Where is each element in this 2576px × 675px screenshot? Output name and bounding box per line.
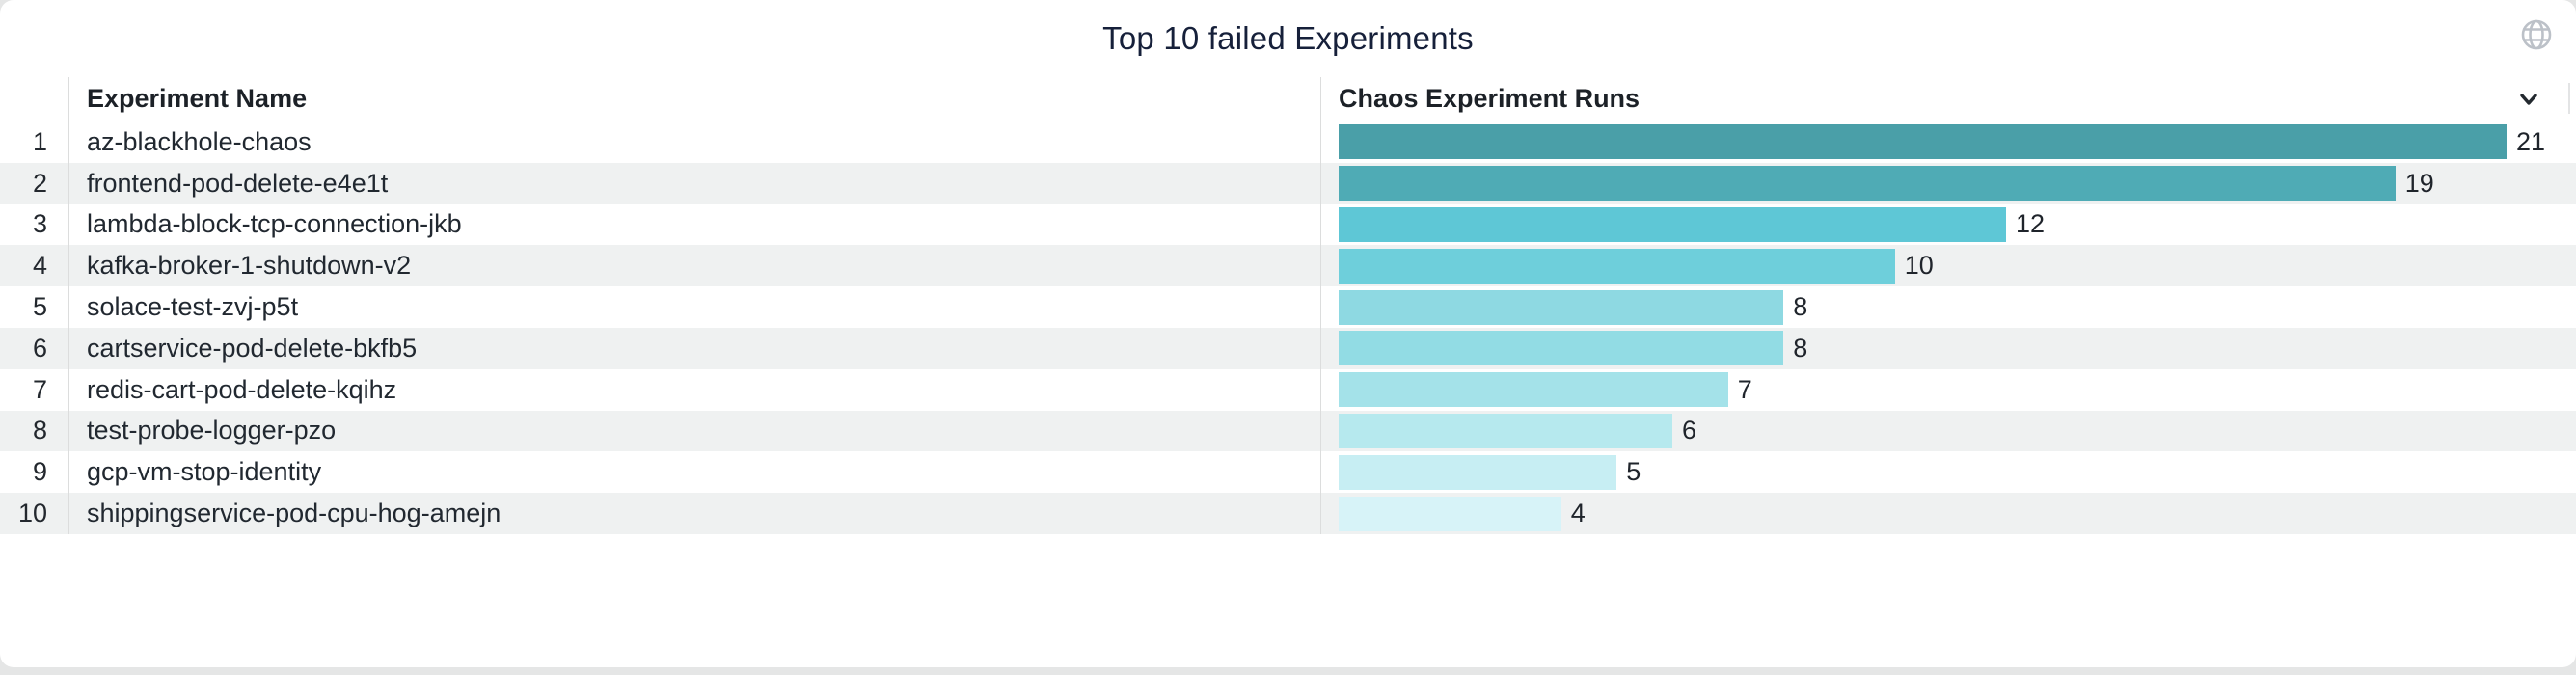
bar xyxy=(1339,124,2507,160)
bar-cell: 8 xyxy=(1321,328,2576,369)
bar-cell: 5 xyxy=(1321,451,2576,493)
experiment-name: redis-cart-pod-delete-kqihz xyxy=(69,368,1321,411)
runs-column-header[interactable]: Chaos Experiment Runs xyxy=(1321,77,2576,121)
row-rank: 7 xyxy=(0,368,69,411)
experiment-name: lambda-block-tcp-connection-jkb xyxy=(69,203,1321,246)
table-row[interactable]: 7 redis-cart-pod-delete-kqihz 7 xyxy=(0,368,2576,411)
bar-value: 8 xyxy=(1793,292,1808,322)
chevron-down-icon[interactable] xyxy=(2514,85,2543,114)
table-row[interactable]: 1 az-blackhole-chaos 21 xyxy=(0,122,2576,163)
table-row[interactable]: 2 frontend-pod-delete-e4e1t 19 xyxy=(0,162,2576,204)
table-body: 1 az-blackhole-chaos 21 2 frontend-pod-d… xyxy=(0,122,2576,534)
column-resize-handle[interactable] xyxy=(2568,83,2570,114)
experiment-name: frontend-pod-delete-e4e1t xyxy=(69,162,1321,204)
bar-cell: 10 xyxy=(1321,245,2576,286)
experiment-name: kafka-broker-1-shutdown-v2 xyxy=(69,245,1321,287)
table-row[interactable]: 6 cartservice-pod-delete-bkfb5 8 xyxy=(0,327,2576,369)
bar xyxy=(1339,496,1561,531)
experiment-name-header-label: Experiment Name xyxy=(87,84,308,113)
experiment-name: cartservice-pod-delete-bkfb5 xyxy=(69,327,1321,369)
bar xyxy=(1339,372,1728,408)
row-rank: 4 xyxy=(0,245,69,287)
bar xyxy=(1339,206,2006,242)
experiment-name: solace-test-zvj-p5t xyxy=(69,286,1321,328)
bar-value: 6 xyxy=(1682,416,1697,446)
bar-value: 19 xyxy=(2404,168,2434,198)
experiment-name: shippingservice-pod-cpu-hog-amejn xyxy=(69,493,1321,534)
row-rank: 9 xyxy=(0,451,69,494)
bar xyxy=(1339,289,1784,325)
row-rank: 6 xyxy=(0,327,69,369)
bar xyxy=(1339,166,2396,202)
bar xyxy=(1339,454,1617,490)
table-row[interactable]: 8 test-probe-logger-pzo 6 xyxy=(0,410,2576,452)
row-rank: 1 xyxy=(0,122,69,163)
row-rank: 8 xyxy=(0,410,69,452)
bar xyxy=(1339,413,1672,448)
panel-header: Top 10 failed Experiments xyxy=(0,0,2576,77)
bar-value: 21 xyxy=(2516,126,2546,156)
row-rank: 10 xyxy=(0,493,69,534)
table-row[interactable]: 10 shippingservice-pod-cpu-hog-amejn 4 xyxy=(0,493,2576,534)
bar-cell: 4 xyxy=(1321,493,2576,534)
bar-cell: 19 xyxy=(1321,163,2576,204)
bar xyxy=(1339,331,1784,366)
bar-value: 5 xyxy=(1626,457,1641,487)
bar-value: 7 xyxy=(1737,374,1752,404)
bar-value: 8 xyxy=(1793,333,1808,363)
row-rank: 3 xyxy=(0,203,69,246)
bar-value: 10 xyxy=(1904,251,1934,281)
experiment-name: gcp-vm-stop-identity xyxy=(69,451,1321,494)
table-row[interactable]: 5 solace-test-zvj-p5t 8 xyxy=(0,286,2576,328)
bar-cell: 12 xyxy=(1321,204,2576,246)
bar-cell: 21 xyxy=(1321,122,2576,163)
runs-header-label: Chaos Experiment Runs xyxy=(1339,84,1641,113)
table-row[interactable]: 4 kafka-broker-1-shutdown-v2 10 xyxy=(0,245,2576,287)
globe-icon[interactable] xyxy=(2518,16,2555,53)
row-rank: 5 xyxy=(0,286,69,328)
experiment-name: test-probe-logger-pzo xyxy=(69,410,1321,452)
rank-column-header xyxy=(0,77,69,121)
table-header-row: Experiment Name Chaos Experiment Runs xyxy=(0,77,2576,122)
table-row[interactable]: 9 gcp-vm-stop-identity 5 xyxy=(0,451,2576,494)
experiment-name: az-blackhole-chaos xyxy=(69,122,1321,163)
bar-cell: 8 xyxy=(1321,286,2576,328)
table-row[interactable]: 3 lambda-block-tcp-connection-jkb 12 xyxy=(0,203,2576,246)
bar xyxy=(1339,248,1895,284)
row-rank: 2 xyxy=(0,162,69,204)
bar-cell: 6 xyxy=(1321,411,2576,452)
bar-value: 12 xyxy=(2016,209,2046,239)
panel-title: Top 10 failed Experiments xyxy=(1102,20,1474,56)
bar-cell: 7 xyxy=(1321,369,2576,411)
experiment-name-column-header[interactable]: Experiment Name xyxy=(69,77,1321,121)
bar-value: 4 xyxy=(1570,499,1586,528)
